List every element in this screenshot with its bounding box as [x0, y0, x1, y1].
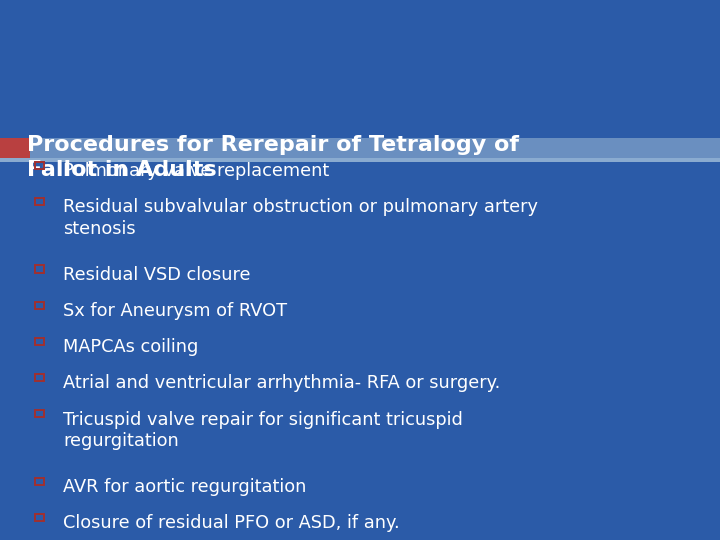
Text: Closure of residual PFO or ASD, if any.: Closure of residual PFO or ASD, if any. — [63, 514, 400, 532]
Bar — [35, 514, 45, 521]
Bar — [35, 338, 45, 345]
Text: Pulmonary valve replacement: Pulmonary valve replacement — [63, 162, 330, 180]
Text: Sx for Aneurysm of RVOT: Sx for Aneurysm of RVOT — [63, 302, 287, 320]
Bar — [0, 138, 30, 158]
Text: AVR for aortic regurgitation: AVR for aortic regurgitation — [63, 478, 307, 496]
Bar — [35, 477, 45, 485]
Bar — [30, 138, 720, 158]
Text: Residual VSD closure: Residual VSD closure — [63, 266, 251, 284]
Bar — [35, 265, 45, 273]
Bar — [35, 301, 45, 309]
Text: Atrial and ventricular arrhythmia- RFA or surgery.: Atrial and ventricular arrhythmia- RFA o… — [63, 374, 500, 393]
Bar — [0, 158, 720, 162]
Bar — [35, 161, 45, 169]
Bar — [35, 410, 45, 417]
Text: Tricuspid valve repair for significant tricuspid
regurgitation: Tricuspid valve repair for significant t… — [63, 410, 463, 450]
Text: Procedures for Rerepair of Tetralogy of
Fallot in Adults: Procedures for Rerepair of Tetralogy of … — [27, 135, 519, 180]
Bar — [35, 374, 45, 381]
Bar — [35, 198, 45, 205]
Text: MAPCAs coiling: MAPCAs coiling — [63, 338, 199, 356]
Text: Residual subvalvular obstruction or pulmonary artery
stenosis: Residual subvalvular obstruction or pulm… — [63, 198, 539, 238]
